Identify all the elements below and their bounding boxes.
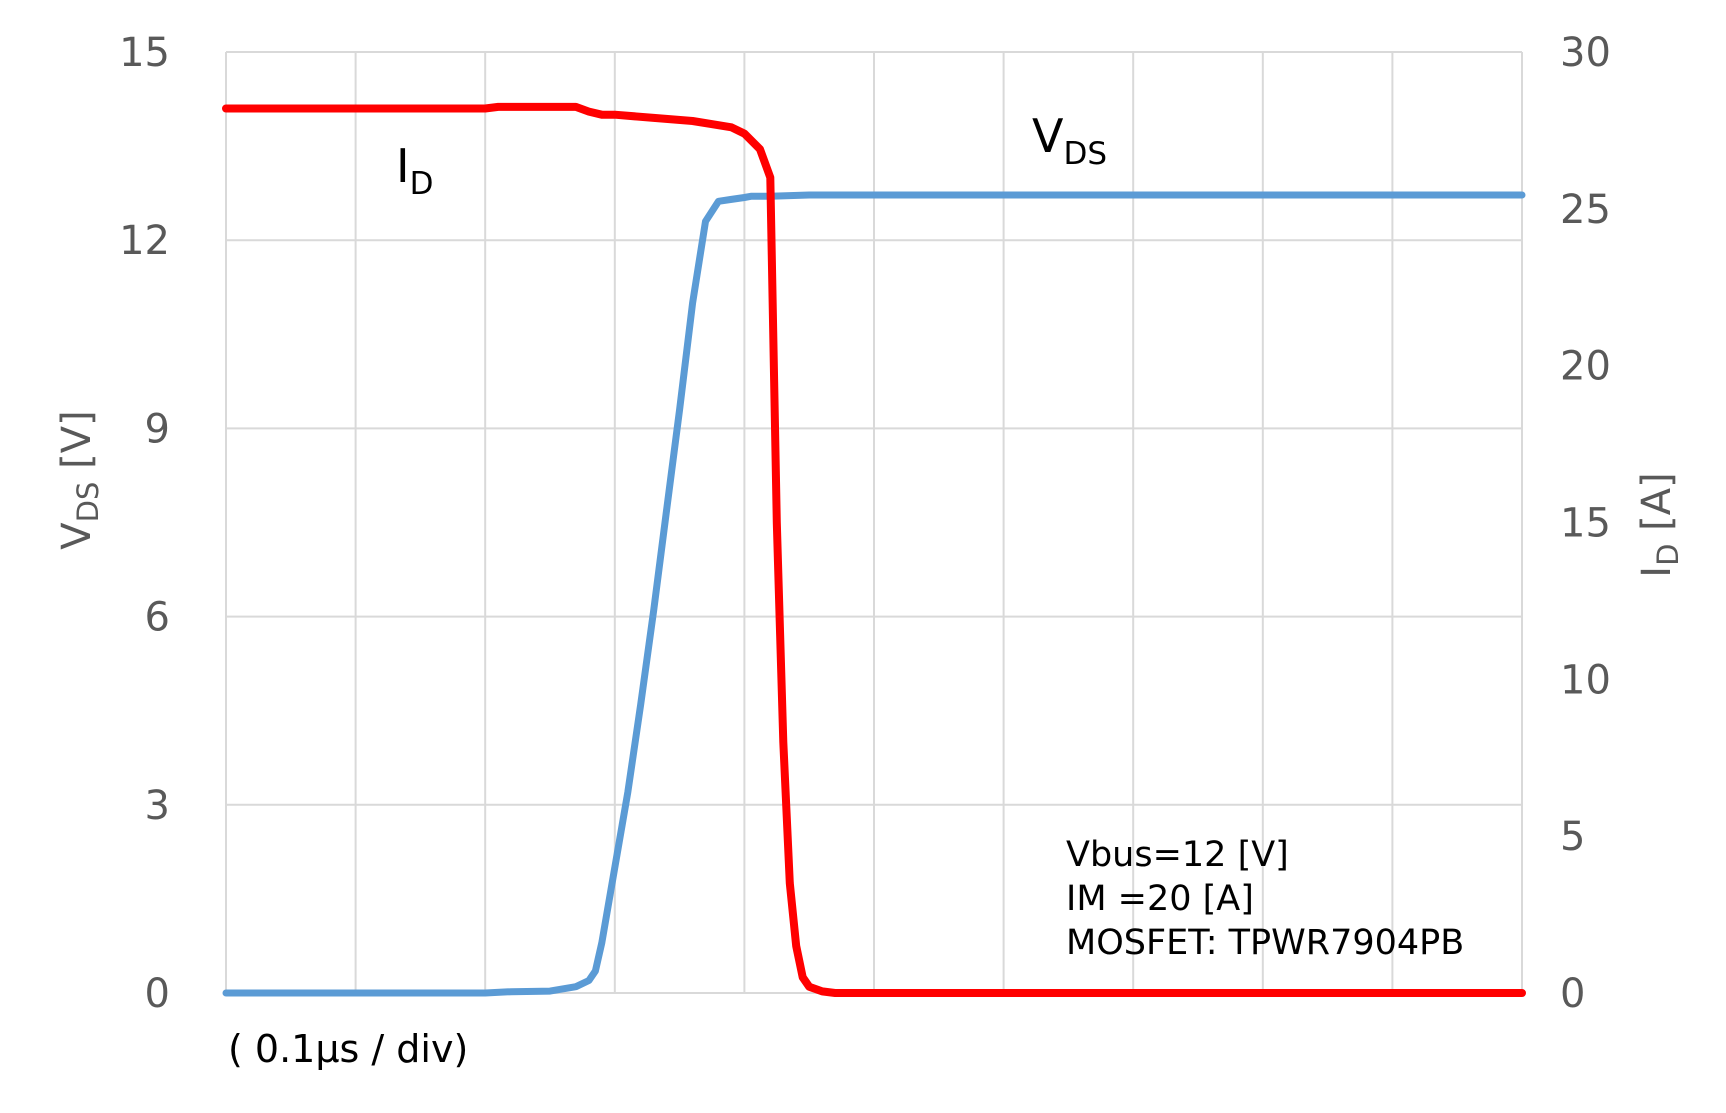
y-left-tick-label: 3 [145, 783, 170, 829]
series-line-vds [222, 191, 1526, 997]
y-left-tick-label: 12 [119, 218, 170, 264]
y-right-tick-label: 25 [1560, 187, 1611, 233]
y-left-tick-label: 15 [119, 30, 170, 76]
y-left-axis-title: VDS [V] [54, 410, 105, 549]
series-label-vds: VDS [1032, 109, 1107, 172]
y-right-title-unit: [A] [1634, 472, 1680, 543]
series-label-id-sub: D [410, 166, 434, 202]
y-left-tick-label: 9 [145, 406, 170, 452]
y-right-tick-label: 15 [1560, 501, 1611, 547]
y-right-title-main: I [1634, 566, 1680, 578]
y-right-tick-label: 5 [1560, 814, 1585, 860]
time-division-label: ( 0.1µs / div) [228, 1027, 468, 1071]
y-right-axis-title: ID [A] [1634, 472, 1685, 577]
series-line-id [222, 102, 1526, 997]
y-left-title-unit: [V] [54, 410, 100, 481]
annotation-im: IM =20 [A] [1066, 879, 1254, 919]
y-right-tick-label: 20 [1560, 344, 1611, 390]
y-left-tick-label: 0 [145, 971, 170, 1017]
tick-labels: 0 3 6 9 12 15 0 5 10 15 20 25 30 [119, 30, 1611, 1017]
series-layer [222, 102, 1526, 997]
series-label-id: ID [396, 139, 433, 202]
y-left-title-sub: DS [71, 482, 105, 523]
series-label-vds-sub: DS [1063, 136, 1107, 172]
y-right-tick-label: 0 [1560, 971, 1585, 1017]
y-right-tick-label: 30 [1560, 30, 1611, 76]
series-label-vds-main: V [1032, 109, 1064, 163]
series-label-id-main: I [396, 139, 410, 193]
y-left-title-main: V [54, 522, 100, 550]
annotation-vbus: Vbus=12 [V] [1066, 835, 1289, 875]
y-right-title-sub: D [1651, 544, 1685, 566]
y-left-tick-label: 6 [145, 595, 170, 641]
annotation-mosfet: MOSFET: TPWR7904PB [1066, 923, 1464, 963]
y-right-tick-label: 10 [1560, 657, 1611, 703]
